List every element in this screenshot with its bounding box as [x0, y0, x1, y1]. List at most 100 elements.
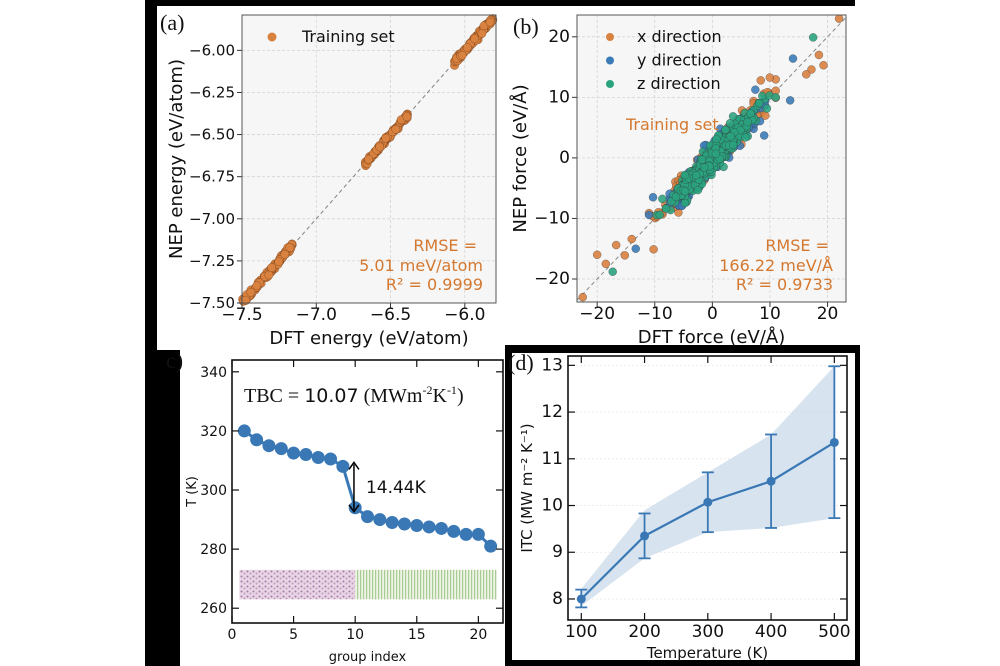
x-tick-label: 10 — [759, 304, 781, 324]
title-unit: K — [432, 385, 447, 407]
data-point — [457, 50, 467, 60]
data-point — [324, 452, 338, 466]
data-point-z — [691, 171, 701, 180]
y-tick-label: −6.50 — [189, 126, 235, 144]
data-point — [410, 518, 424, 532]
jump-label: 14.44K — [366, 478, 427, 498]
data-point-z — [712, 134, 721, 144]
data-point — [471, 527, 485, 541]
data-point — [280, 249, 290, 259]
x-tick-label: 500 — [818, 622, 850, 642]
data-point-z — [755, 99, 764, 108]
data-point — [434, 521, 448, 535]
frame-top — [145, 0, 855, 6]
data-point — [246, 287, 256, 297]
y-tick-label: 8 — [552, 589, 563, 609]
data-point — [361, 510, 374, 524]
data-point-z — [726, 132, 735, 141]
y-axis-label: NEP energy (eV/atom) — [166, 59, 187, 259]
data-point-x — [834, 14, 844, 23]
axes-frame — [567, 355, 848, 621]
plot-marks — [238, 14, 498, 306]
data-point — [391, 124, 401, 134]
axis-group: −20 −10 0 10 20 −20 −10 0 10 20 DFT force (eV/Å) NE… — [509, 14, 847, 348]
data-point-z — [743, 117, 752, 127]
y-tick-label: −7.50 — [189, 294, 235, 312]
data-point-z — [809, 33, 818, 42]
y-tick-label: 300 — [200, 483, 227, 499]
x-tick-label: 300 — [692, 622, 724, 642]
data-point — [447, 524, 461, 538]
data-point-x — [627, 234, 636, 244]
data-point — [703, 497, 713, 507]
axes-frame — [576, 14, 847, 303]
data-point — [485, 17, 495, 27]
data-point-z — [700, 163, 709, 172]
data-point-z — [671, 192, 681, 202]
structure-inset-right — [355, 569, 497, 600]
data-point-x — [814, 50, 824, 60]
y-tick-label: −6.00 — [189, 41, 235, 59]
y-tick-label: 10 — [548, 87, 570, 107]
data-point — [241, 295, 251, 305]
y-tick-label: −7.00 — [189, 210, 235, 228]
x-tick-label: 20 — [469, 627, 487, 643]
data-point-x — [649, 245, 658, 254]
data-point — [397, 517, 411, 531]
y-tick-label: 20 — [548, 27, 570, 47]
data-point-x — [802, 70, 811, 79]
x-axis-label: DFT force (eV/Å) — [638, 326, 785, 348]
panel-c: 0 5 10 15 20 260 280 300 320 340 group index T (K) 1… — [185, 359, 504, 665]
x-tick-label: −10 — [637, 304, 673, 324]
x-axis-label: Temperature (K) — [646, 644, 768, 662]
legend-label: y direction — [637, 51, 722, 70]
data-point — [766, 476, 776, 486]
y-tick-label: 0 — [559, 148, 570, 168]
data-point — [402, 112, 412, 122]
panel-label-b: (b) — [513, 14, 539, 39]
legend-label: x direction — [637, 27, 722, 46]
axes-frame — [231, 359, 504, 624]
data-point — [287, 446, 301, 460]
x-tick-label: 100 — [565, 622, 597, 642]
data-point-z — [693, 185, 703, 195]
legend-marker — [606, 33, 614, 41]
x-tick-label: 10 — [346, 627, 364, 643]
title-sup: -1 — [447, 383, 457, 397]
title-unit: (MWm — [359, 385, 423, 407]
panel-label-c: c) — [166, 348, 183, 373]
axis-group: 100 200 300 400 500 8 9 10 11 12 13 Temperature (K)… — [518, 355, 851, 662]
x-tick-label: −6.0 — [444, 305, 485, 325]
axes-frame — [241, 14, 497, 304]
legend-label: z direction — [637, 74, 721, 93]
y-tick-label: 320 — [200, 424, 227, 440]
annotation-training-set: Training set — [625, 115, 719, 134]
axis-group: 0 5 10 15 20 260 280 300 320 340 group index T (K) — [185, 359, 504, 665]
y-tick-label: 280 — [200, 542, 227, 558]
annotation-text: 166.22 meV/Å — [719, 256, 833, 275]
data-point-z — [741, 133, 750, 142]
axis-group: −7.5 −7.0 −6.5 −6.0 −7.50 −7.25 −7.00 −6.75 −6.5… — [166, 14, 497, 349]
legend-marker — [606, 80, 614, 88]
legend-marker — [267, 32, 277, 42]
data-point-x — [756, 76, 765, 85]
data-point-z — [746, 109, 755, 118]
grid — [577, 15, 846, 302]
y-tick-label: 10 — [541, 496, 563, 516]
data-point-y — [785, 96, 795, 105]
legend-label: Training set — [301, 27, 395, 46]
data-point — [267, 263, 277, 273]
y-tick-label: 9 — [552, 542, 563, 562]
y-tick-label: −20 — [534, 269, 570, 289]
plot-marks — [575, 365, 841, 609]
data-point-x — [620, 251, 629, 260]
data-point — [385, 516, 399, 530]
title-sup: -2 — [422, 383, 432, 397]
data-point — [252, 281, 262, 291]
data-point — [462, 43, 472, 52]
data-point-z — [725, 119, 735, 128]
annotation-text: 5.01 meV/atom — [359, 256, 483, 275]
title-value: 10.07 — [304, 385, 358, 407]
plots: (a) (b)c) (d)−7.5 −7.0 −6.5 −6.0−7.50−7.25−7.… — [160, 10, 851, 665]
